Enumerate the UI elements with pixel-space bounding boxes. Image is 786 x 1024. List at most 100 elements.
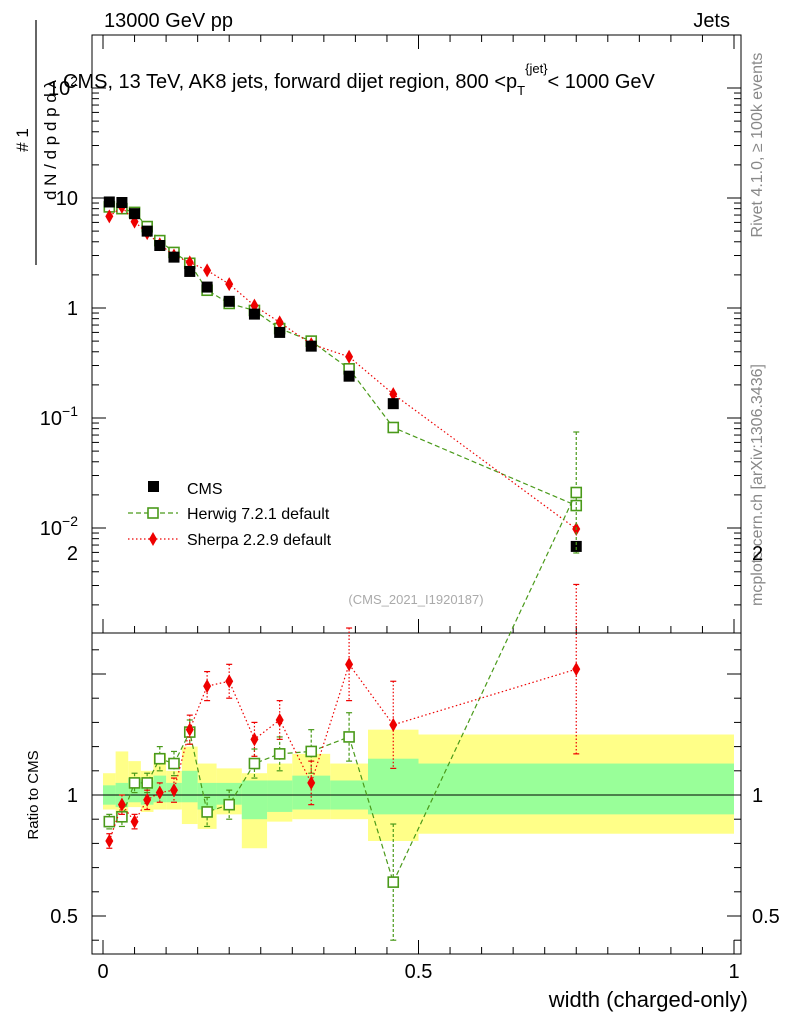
herwig-point — [570, 499, 583, 512]
herwig-ratio-point — [223, 798, 235, 811]
ratio-axis-ticks — [92, 649, 741, 954]
cms-point — [248, 308, 260, 320]
cms-point — [129, 208, 141, 220]
legend-marker-sherpa — [149, 532, 157, 546]
x-tick-label: 0.5 — [405, 961, 433, 983]
sherpa-point — [275, 315, 284, 330]
band-inner-bin — [181, 770, 198, 803]
band-inner-bin — [216, 782, 242, 805]
sherpa-point — [185, 255, 194, 270]
legend-label-sherpa: Sherpa 2.2.9 default — [187, 532, 332, 549]
ratio-y-tick-label: 1 — [67, 785, 78, 807]
sherpa-point — [345, 349, 354, 364]
sherpa-ratio-point — [143, 792, 152, 807]
band-inner-bin — [368, 758, 419, 815]
ratio-band-inner — [103, 758, 734, 820]
herwig-series-ratio — [103, 431, 583, 941]
band-inner-bin — [241, 780, 268, 820]
band-inner-bin — [418, 763, 734, 815]
ratio-y-tick-label-right: 2 — [752, 543, 763, 565]
cms-point — [154, 239, 166, 251]
sherpa-series-ratio — [105, 583, 581, 849]
band-inner-bin — [197, 782, 217, 810]
ratio-y-tick-label-right: 0.5 — [752, 906, 780, 928]
sherpa-ratio-point — [169, 783, 178, 798]
svg-text:# 1: # 1 — [13, 128, 32, 152]
legend-marker-herwig — [147, 507, 159, 519]
herwig-ratio-point — [305, 745, 318, 758]
sherpa-ratio-point — [345, 657, 354, 672]
cms-point — [305, 340, 317, 352]
herwig-ratio-line — [109, 492, 577, 884]
herwig-ratio-point — [201, 806, 213, 818]
ratio-plot-frame — [91, 632, 742, 955]
sherpa-ratio-point — [389, 717, 398, 732]
cms-point — [201, 281, 213, 293]
y-tick-label-1: 1 — [67, 298, 78, 320]
x-tick-labels: 0 0.5 1 — [97, 961, 739, 983]
sherpa-ratio-point — [105, 833, 114, 848]
sherpa-ratio-point — [225, 674, 234, 689]
rivet-version-label: Rivet 4.1.0, ≥ 100k events — [749, 53, 766, 238]
cms-point — [141, 225, 153, 237]
sherpa-point — [389, 387, 398, 402]
cms-series-main — [103, 196, 582, 552]
sherpa-ratio-point — [130, 814, 139, 829]
herwig-ratio-point — [570, 486, 583, 499]
herwig-ratio-point — [387, 876, 400, 888]
ratio-y-tick-labels: 0.5 0.5 1 1 2 2 — [50, 543, 780, 928]
herwig-ratio-point — [103, 815, 116, 828]
herwig-ratio-point — [248, 757, 261, 770]
sherpa-ratio-point — [250, 732, 259, 747]
legend-marker-cms — [148, 481, 159, 492]
cms-point — [184, 265, 196, 277]
ratio-y-tick-label-right: 1 — [752, 785, 763, 807]
herwig-point — [387, 421, 400, 434]
cms-point — [168, 251, 180, 263]
legend: CMS Herwig 7.2.1 default Sherpa 2.2.9 de… — [128, 481, 332, 549]
cms-point — [343, 370, 355, 382]
herwig-ratio-point — [141, 777, 153, 789]
main-y-axis-label: # 1 d N / d p d p d λ — [13, 20, 60, 265]
cms-point — [223, 295, 235, 307]
sherpa-point — [105, 209, 114, 224]
herwig-ratio-point — [273, 748, 286, 760]
chart-title: CMS, 13 TeV, AK8 jets, forward dijet reg… — [63, 61, 656, 98]
x-tick-label: 1 — [728, 961, 739, 983]
sherpa-ratio-point — [275, 712, 284, 727]
herwig-series-main — [103, 201, 583, 512]
sherpa-ratio-point — [117, 797, 126, 812]
y-tick-label-10: 10 — [56, 188, 78, 210]
legend-label-cms: CMS — [187, 481, 223, 498]
cms-point — [274, 326, 286, 338]
ratio-y-tick-label: 2 — [67, 543, 78, 565]
main-axis-ticks — [92, 35, 741, 633]
header-left-label: 13000 GeV pp — [104, 10, 233, 32]
cms-point — [387, 398, 399, 410]
sherpa-line — [108, 206, 577, 530]
sherpa-ratio-point — [155, 785, 164, 800]
sherpa-ratio-point — [572, 662, 581, 677]
herwig-ratio-point — [168, 757, 180, 770]
herwig-ratio-point — [343, 731, 355, 743]
cms-point — [103, 196, 115, 208]
cms-point — [116, 197, 128, 209]
sherpa-ratio-point — [203, 679, 212, 694]
sherpa-ratio-point — [307, 775, 316, 790]
sherpa-point — [225, 277, 234, 292]
svg-text:d N / d p d p d λ: d N / d p d p d λ — [41, 79, 60, 200]
sherpa-ratio-point — [185, 722, 194, 737]
header-right-label: Jets — [693, 10, 730, 32]
legend-label-herwig: Herwig 7.2.1 default — [187, 506, 330, 523]
herwig-ratio-point — [153, 752, 166, 765]
analysis-watermark: (CMS_2021_I1920187) — [348, 592, 483, 607]
ratio-y-axis-label: Ratio to CMS — [25, 750, 42, 839]
ratio-y-tick-label: 0.5 — [50, 906, 78, 928]
mcplots-label: mcplots.cern.ch [arXiv:1306.3436] — [749, 364, 766, 606]
y-tick-label-1e-1: 10−1 — [40, 403, 78, 430]
herwig-ratio-point — [116, 810, 128, 823]
y-tick-label-1e-2: 10−2 — [40, 513, 78, 540]
x-tick-label: 0 — [97, 961, 108, 983]
sherpa-point — [203, 263, 212, 278]
